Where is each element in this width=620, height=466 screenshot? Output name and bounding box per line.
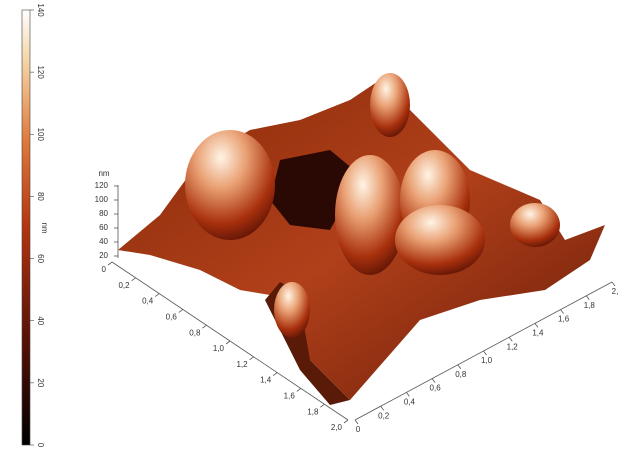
y-tick	[534, 323, 539, 328]
colorbar-tick-label: 60	[36, 254, 45, 263]
x-tick	[272, 372, 278, 376]
y-tick-label: 1,8	[584, 301, 596, 310]
x-tick	[249, 356, 254, 361]
x-tick	[131, 277, 136, 282]
y-tick	[380, 405, 385, 411]
z-tick-label: 100	[95, 195, 109, 204]
colorbar-label: nm	[40, 222, 49, 233]
x-tick-label: 0	[102, 265, 107, 274]
y-tick	[611, 281, 616, 287]
y-tick-label: 1,6	[558, 315, 570, 324]
x-tick	[320, 403, 325, 408]
y-tick	[508, 336, 513, 342]
colorbar-tick-label: 100	[36, 128, 45, 142]
z-axis-label: nm	[98, 169, 109, 178]
x-tick-label: 1,6	[284, 392, 296, 401]
z-tick-label: 20	[99, 251, 108, 260]
surface	[118, 73, 605, 405]
x-tick-label: 0,4	[142, 297, 154, 306]
y-tick-label: 2,	[612, 287, 619, 296]
y-tick-label: 0	[356, 425, 361, 434]
z-tick-label: 80	[99, 209, 108, 218]
y-tick-label: 1,2	[507, 342, 519, 351]
x-tick	[107, 261, 113, 266]
colorbar-tick-label: 140	[36, 3, 45, 17]
y-tick	[483, 350, 487, 356]
x-tick-label: 0,2	[118, 281, 130, 290]
x-tick	[154, 293, 160, 297]
colorbar-tick-label: 40	[36, 316, 45, 325]
y-tick	[560, 309, 564, 314]
x-tick-label: 1,4	[260, 376, 272, 385]
y-tick	[406, 392, 410, 397]
x-tick-label: 0,8	[189, 328, 201, 337]
z-tick-label: 120	[95, 181, 109, 190]
x-tick-label: 0,6	[166, 313, 178, 322]
z-tick-label: 40	[99, 237, 108, 246]
y-tick-label: 0,8	[455, 370, 467, 379]
colorbar-tick-label: 80	[36, 192, 45, 201]
colorbar-tick-label: 120	[36, 65, 45, 79]
x-tick-label: 2,0	[331, 423, 343, 432]
y-tick	[585, 295, 590, 301]
y-tick-label: 0,6	[430, 384, 442, 393]
y-tick-label: 0,2	[378, 411, 390, 420]
x-tick-label: 1,8	[307, 407, 319, 416]
x-tick	[178, 309, 184, 313]
x-tick-label: 1,2	[236, 360, 248, 369]
colorbar	[21, 9, 31, 446]
x-tick	[343, 419, 349, 424]
y-tick	[354, 419, 359, 425]
y-tick-label: 1,4	[532, 329, 544, 338]
colorbar-tick-label: 20	[36, 378, 45, 387]
y-tick-label: 0,4	[404, 398, 416, 407]
y-tick	[431, 378, 436, 383]
y-tick	[457, 364, 462, 370]
x-tick	[202, 324, 207, 329]
x-tick	[296, 388, 302, 392]
x-tick	[225, 340, 231, 345]
colorbar-tick-label: 0	[36, 443, 45, 448]
x-tick-label: 1,0	[213, 344, 225, 353]
y-tick-label: 1,0	[481, 356, 493, 365]
z-tick-label: 60	[99, 223, 108, 232]
